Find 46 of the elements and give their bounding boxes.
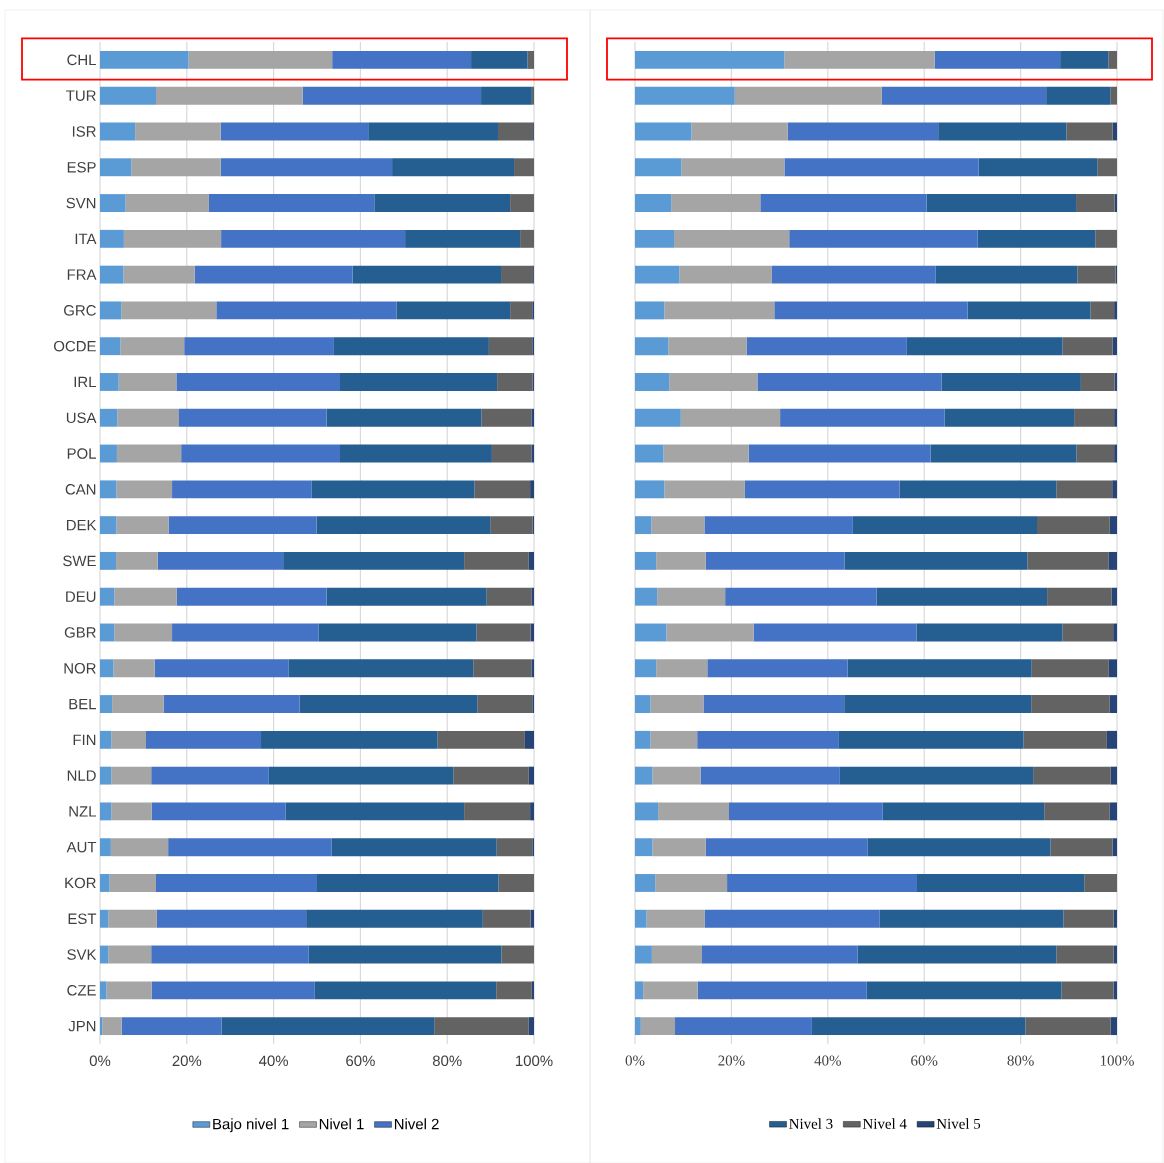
y-tick-label: ITA bbox=[75, 233, 97, 244]
y-tick-label: OCDE bbox=[54, 340, 96, 352]
y-tick-label: SWE bbox=[63, 555, 96, 567]
x-tick-label: 40% bbox=[814, 1055, 841, 1066]
y-tick-label: FIN bbox=[73, 734, 96, 745]
y-tick-label: POL bbox=[67, 448, 96, 459]
x-tick-label: 100% bbox=[516, 1055, 553, 1067]
y-tick-label: NLD bbox=[67, 770, 96, 781]
y-tick-label: ISR bbox=[72, 126, 96, 137]
x-tick-label: 80% bbox=[432, 1055, 462, 1067]
x-tick-label: 80% bbox=[1007, 1055, 1034, 1066]
y-tick-label: KOR bbox=[65, 877, 96, 889]
x-tick-label: 60% bbox=[346, 1055, 375, 1067]
y-tick-label: CHL bbox=[67, 54, 96, 66]
y-tick-label: SVK bbox=[67, 949, 97, 960]
x-tick-label: 20% bbox=[718, 1055, 745, 1066]
y-tick-label: IRL bbox=[74, 376, 96, 388]
legend-label: Nivel 5 bbox=[936, 1118, 981, 1129]
y-tick-label: JPN bbox=[68, 1020, 96, 1032]
y-tick-label: USA bbox=[66, 412, 97, 423]
legend-label: Nivel 3 bbox=[789, 1118, 833, 1129]
y-tick-label: EST bbox=[68, 913, 97, 924]
y-tick-label: ESP bbox=[67, 161, 96, 173]
y-tick-label: TUR bbox=[66, 90, 96, 101]
x-tick-label: 100% bbox=[1100, 1055, 1134, 1066]
legend-label: Nivel 2 bbox=[394, 1118, 439, 1130]
x-tick-label: 0% bbox=[625, 1055, 645, 1066]
legend-label: Nivel 1 bbox=[319, 1118, 364, 1130]
y-tick-label: GBR bbox=[64, 627, 96, 638]
y-tick-label: GRC bbox=[64, 305, 96, 316]
y-tick-label: FRA bbox=[67, 269, 97, 280]
y-tick-label: CAN bbox=[65, 483, 96, 495]
y-tick-label: NOR bbox=[64, 662, 96, 674]
x-tick-label: 0% bbox=[89, 1055, 111, 1067]
y-tick-label: DEU bbox=[66, 591, 96, 602]
x-tick-label: 40% bbox=[259, 1055, 289, 1067]
legend-label: Nivel 4 bbox=[862, 1118, 907, 1129]
x-tick-label: 60% bbox=[911, 1055, 938, 1066]
y-tick-label: DEK bbox=[66, 519, 97, 531]
y-tick-label: NZL bbox=[69, 806, 96, 817]
y-tick-label: AUT bbox=[66, 841, 97, 853]
legend-label: Bajo nivel 1 bbox=[213, 1118, 289, 1133]
x-tick-label: 20% bbox=[172, 1055, 202, 1067]
y-tick-label: BEL bbox=[69, 698, 96, 710]
y-tick-label: SVN bbox=[66, 197, 96, 209]
y-tick-label: CZE bbox=[67, 984, 96, 996]
